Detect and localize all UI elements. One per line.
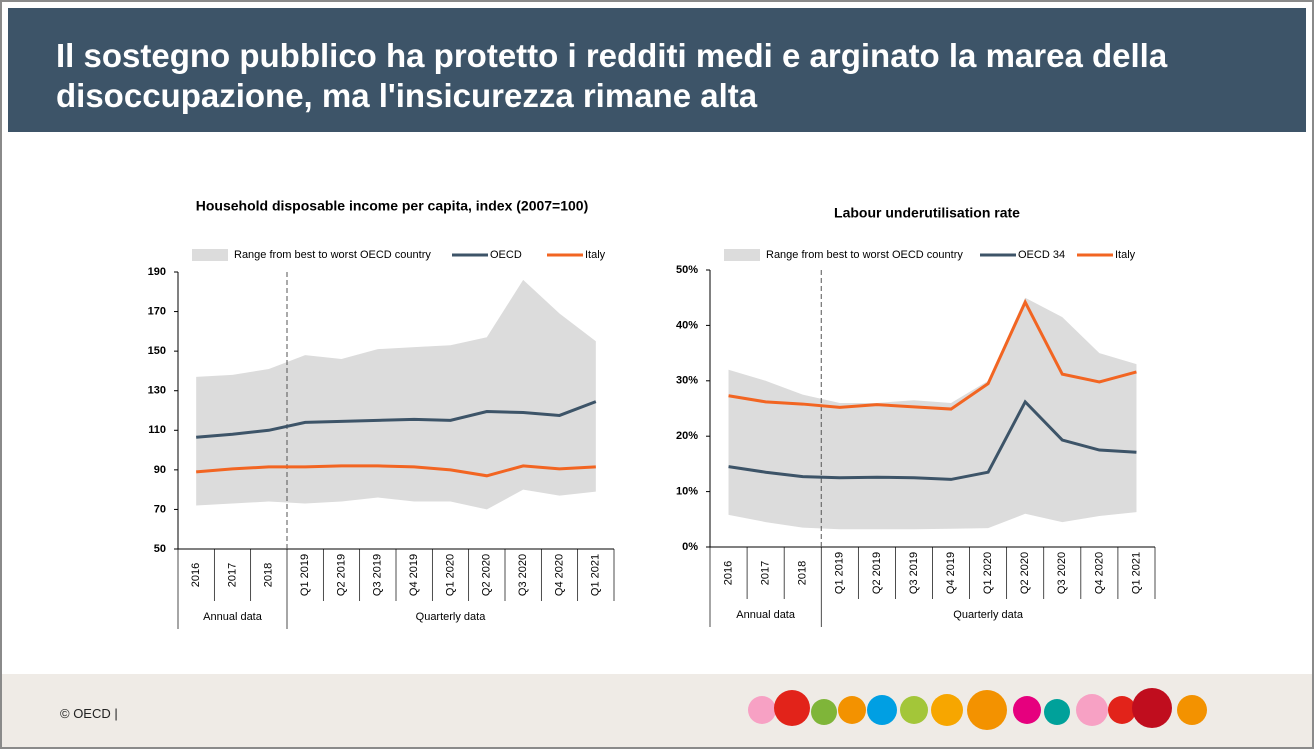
x-tick-label: Q1 2021: [590, 554, 602, 596]
y-tick-label: 20%: [676, 430, 698, 442]
legend-label: Range from best to worst OECD country: [766, 249, 963, 261]
x-tick-label: Q4 2020: [553, 554, 565, 596]
chart-title: Household disposable income per capita, …: [196, 198, 589, 214]
x-tick-label: Q4 2019: [408, 554, 420, 596]
slide: Il sostegno pubblico ha protetto i reddi…: [0, 0, 1314, 749]
x-tick-label: Q2 2020: [1019, 552, 1031, 594]
y-tick-label: 10%: [676, 486, 698, 498]
y-tick-label: 110: [148, 424, 166, 436]
range-band: [729, 298, 1137, 530]
y-tick-label: 130: [148, 385, 166, 397]
y-tick-label: 70: [154, 503, 166, 515]
x-tick-label: 2017: [226, 563, 238, 587]
x-tick-label: Q1 2019: [299, 554, 311, 596]
x-tick-label: 2017: [760, 561, 772, 585]
x-tick-label: 2016: [722, 561, 734, 585]
footer: © OECD |: [2, 674, 1312, 747]
y-tick-label: 50: [154, 543, 166, 555]
x-tick-label: Q3 2019: [372, 554, 384, 596]
y-tick-label: 90: [154, 464, 166, 476]
x-tick-label: Q2 2020: [481, 554, 493, 596]
legend-label: Italy: [585, 249, 606, 261]
legend-label: OECD 34: [1018, 249, 1065, 261]
y-tick-label: 40%: [676, 319, 698, 331]
y-tick-label: 190: [148, 266, 166, 278]
range-band: [196, 280, 596, 510]
x-tick-label: Q4 2019: [945, 552, 957, 594]
legend-swatch: [192, 249, 228, 261]
x-tick-label: Q3 2020: [1056, 552, 1068, 594]
x-tick-label: Q1 2021: [1130, 552, 1142, 594]
legend-label: Italy: [1115, 249, 1136, 261]
group-label: Annual data: [203, 611, 263, 623]
y-tick-label: 30%: [676, 375, 698, 387]
x-tick-label: Q3 2020: [517, 554, 529, 596]
legend-label: Range from best to worst OECD country: [234, 249, 431, 261]
group-label: Quarterly data: [416, 611, 487, 623]
y-tick-label: 50%: [676, 264, 698, 276]
chart-title: Labour underutilisation rate: [834, 205, 1020, 221]
x-tick-label: Q2 2019: [871, 552, 883, 594]
charts: Household disposable income per capita, …: [2, 2, 1312, 672]
x-tick-label: 2018: [797, 561, 809, 585]
x-tick-label: Q1 2019: [834, 552, 846, 594]
y-tick-label: 0%: [682, 541, 698, 553]
x-tick-label: Q1 2020: [982, 552, 994, 594]
legend-swatch: [724, 249, 760, 261]
group-label: Annual data: [736, 609, 796, 621]
x-tick-label: 2018: [263, 563, 275, 587]
y-tick-label: 150: [148, 345, 166, 357]
x-tick-label: Q4 2020: [1093, 552, 1105, 594]
x-tick-label: Q2 2019: [335, 554, 347, 596]
logo: [2, 674, 1312, 747]
x-tick-label: Q1 2020: [444, 554, 456, 596]
legend-label: OECD: [490, 249, 522, 261]
y-tick-label: 170: [148, 305, 166, 317]
x-tick-label: 2016: [190, 563, 202, 587]
group-label: Quarterly data: [953, 609, 1024, 621]
x-tick-label: Q3 2019: [908, 552, 920, 594]
